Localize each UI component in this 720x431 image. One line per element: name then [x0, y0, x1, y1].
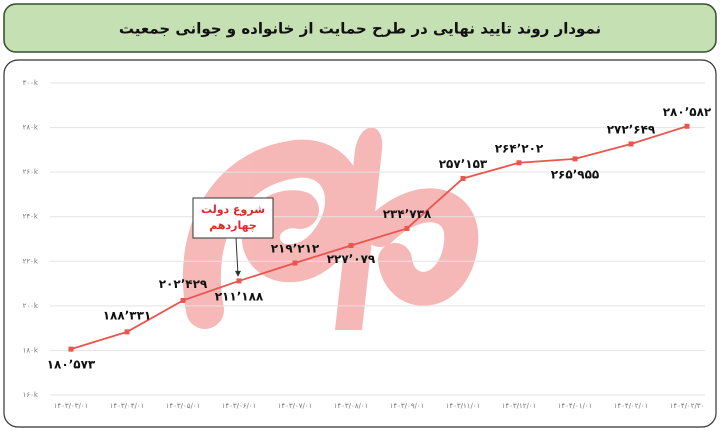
y-tick-label: ۲۲۰k [23, 257, 39, 265]
data-point [292, 260, 298, 266]
annotation-text: چهاردهم [209, 219, 257, 232]
value-label: ۲۸۰٬۵۸۲ [663, 105, 712, 119]
data-point [460, 175, 466, 181]
data-point [348, 243, 354, 249]
annotation-arrowhead [235, 270, 241, 277]
value-label: ۲۰۲٬۴۲۹ [159, 277, 208, 291]
y-tick-label: ۲۶۰k [23, 168, 39, 176]
value-label: ۲۶۴٬۲۰۲ [495, 141, 544, 155]
y-tick-label: ۱۸۰k [23, 346, 39, 354]
value-label: ۲۷۲٬۶۴۹ [607, 122, 656, 136]
value-label: ۲۶۵٬۹۵۵ [551, 167, 600, 181]
y-tick-label: ۲۴۰k [23, 213, 39, 221]
y-tick-label: ۲۸۰k [23, 124, 39, 132]
x-tick-label: ۱۴۰۴/۰۱/۰۱ [558, 402, 593, 410]
value-label: ۲۱۹٬۲۱۲ [271, 242, 320, 256]
data-point [516, 160, 522, 166]
value-label: ۲۱۱٬۱۸۸ [215, 289, 264, 303]
data-point [236, 278, 242, 284]
x-tick-label: ۱۴۰۳/۰۳/۰۱ [54, 402, 89, 410]
x-tick-label: ۱۴۰۳/۰۴/۰۱ [110, 402, 145, 410]
value-label: ۲۲۷٬۰۷۹ [327, 252, 376, 266]
x-tick-label: ۱۴۰۴/۰۲/۰۱ [614, 402, 649, 410]
x-tick-label: ۱۴۰۳/۰۵/۰۱ [166, 402, 201, 410]
data-point [684, 123, 690, 129]
value-label: ۱۸۰٬۵۷۳ [47, 358, 96, 372]
x-tick-label: ۱۴۰۳/۱۲/۰۱ [502, 402, 537, 410]
data-point [124, 329, 130, 335]
data-point [404, 225, 410, 231]
title-banner [3, 3, 717, 53]
value-label: ۱۸۸٬۳۳۱ [103, 308, 152, 322]
y-tick-label: ۳۰۰k [23, 79, 39, 87]
x-tick-label: ۱۴۰۳/۰۶/۰۱ [222, 402, 257, 410]
chart-title: نمودار روند تایید نهایی در طرح حمایت از … [119, 20, 601, 38]
x-tick-label: ۱۴۰۳/۰۸/۰۱ [334, 402, 369, 410]
annotation-arrow [235, 237, 239, 275]
value-label: ۲۵۷٬۱۵۳ [439, 157, 488, 171]
x-tick-label: ۱۴۰۳/۰۷/۰۱ [278, 402, 313, 410]
y-tick-label: ۱۶۰k [23, 391, 39, 399]
y-tick-label: ۲۰۰k [23, 302, 39, 310]
series-line [70, 125, 688, 351]
x-tick-label: ۱۴۰۳/۱۱/۰۱ [446, 402, 481, 410]
x-tick-label: ۱۴۰۳/۰۹/۰۱ [390, 402, 425, 410]
data-point [68, 346, 74, 352]
data-point [180, 297, 186, 303]
data-point [628, 141, 634, 147]
data-point [572, 156, 578, 162]
annotation-box [192, 197, 274, 239]
annotation-text: شروع دولت [201, 203, 265, 216]
x-tick-label: ۱۴۰۴/۰۲/۳۰ [670, 402, 705, 410]
value-label: ۲۳۴٬۷۳۸ [383, 207, 432, 221]
